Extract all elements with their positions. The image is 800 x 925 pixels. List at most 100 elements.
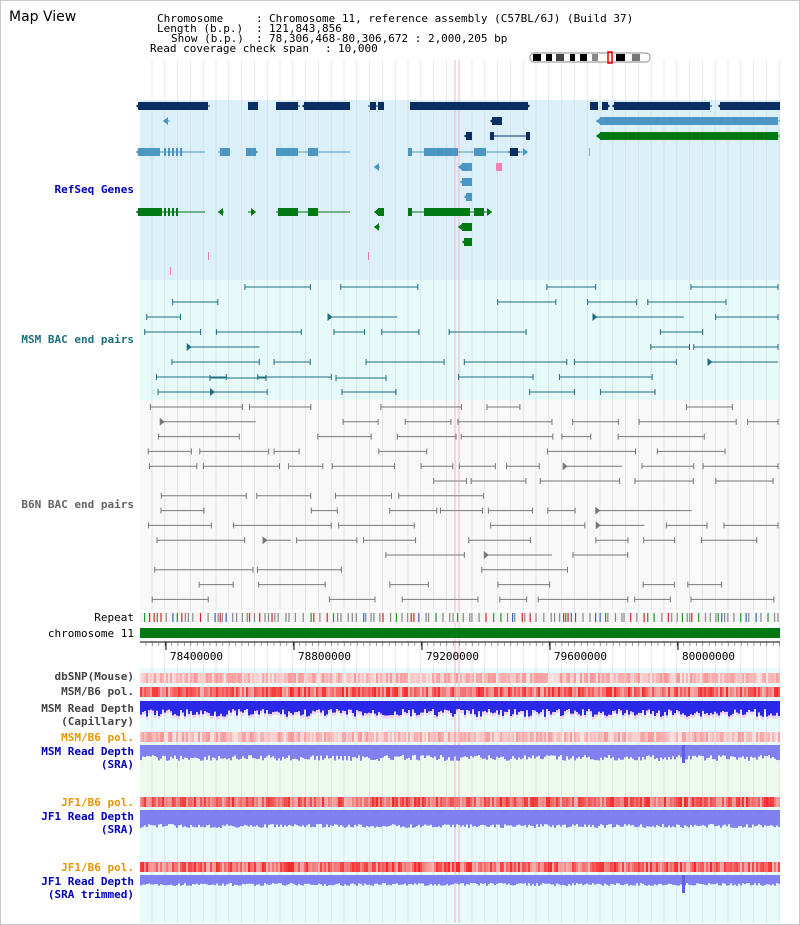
depth-bar (292, 701, 294, 715)
depth-bar (656, 810, 658, 825)
heat-cell (488, 673, 490, 683)
depth-bar-shade (458, 709, 460, 713)
heat-cell (160, 673, 162, 683)
depth-bar (672, 810, 674, 827)
track-label-msm-depth-capillary[interactable]: MSM Read Depth (Capillary) (0, 702, 134, 728)
depth-bar (712, 745, 714, 760)
depth-bar (636, 875, 638, 884)
heat-cell (528, 732, 530, 742)
depth-bar (622, 810, 624, 827)
depth-bar-shade (662, 715, 664, 719)
depth-bar (576, 810, 578, 825)
depth-bar (608, 875, 610, 886)
heat-cell (272, 687, 274, 697)
depth-bar (442, 810, 444, 826)
heat-cell (760, 797, 762, 807)
depth-bar (716, 810, 718, 826)
depth-bar (188, 701, 190, 714)
depth-bar (242, 810, 244, 827)
heat-cell (528, 862, 530, 872)
depth-bar (200, 810, 202, 828)
depth-bar (756, 810, 758, 826)
track-label-jf1-b6-pol-trimmed[interactable]: JF1/B6 pol. (61, 861, 134, 874)
depth-bar-shade (580, 715, 582, 719)
heat-cell (166, 687, 168, 697)
heat-cell (500, 862, 502, 872)
depth-bar (274, 875, 276, 884)
heat-cell (300, 673, 302, 683)
track-label-b6n-bac[interactable]: B6N BAC end pairs (21, 498, 134, 511)
track-label-dbsnp[interactable]: dbSNP(Mouse) (54, 670, 134, 683)
heat-cell (266, 732, 268, 742)
track-label-jf1-depth-trimmed[interactable]: JF1 Read Depth (SRA trimmed) (0, 875, 134, 901)
heat-cell (624, 687, 626, 697)
depth-bar (756, 745, 758, 760)
depth-bar (172, 701, 174, 716)
heat-cell (624, 673, 626, 683)
gene-exon (462, 223, 472, 231)
depth-bar (566, 745, 568, 757)
depth-bar (232, 875, 234, 886)
depth-bar (348, 701, 350, 710)
track-label-jf1-depth[interactable]: JF1 Read Depth (SRA) (0, 810, 134, 836)
heat-cell (280, 797, 282, 807)
heat-cell (370, 732, 372, 742)
track-label-refseq[interactable]: RefSeq Genes (54, 183, 134, 196)
heat-cell (726, 797, 728, 807)
heat-cell (650, 687, 652, 697)
heat-cell (294, 797, 296, 807)
heat-cell (424, 797, 426, 807)
track-label-jf1-b6-pol[interactable]: JF1/B6 pol. (61, 796, 134, 809)
depth-bar (648, 875, 650, 885)
heat-cell (264, 732, 266, 742)
depth-bar (626, 810, 628, 826)
depth-bar (370, 875, 372, 886)
depth-bar (294, 810, 296, 825)
track-label-msm-depth-sra[interactable]: MSM Read Depth (SRA) (0, 745, 134, 771)
depth-bar-shade (610, 714, 612, 718)
heat-cell (736, 673, 738, 683)
track-label-msm-b6-pol-sra[interactable]: MSM/B6 pol. (61, 731, 134, 744)
heat-cell (176, 797, 178, 807)
heat-cell (160, 687, 162, 697)
heat-cell (692, 673, 694, 683)
depth-bar (620, 745, 622, 760)
depth-bar (482, 810, 484, 825)
heat-cell (564, 797, 566, 807)
coverage-value: 10,000 (338, 42, 378, 55)
heat-cell (666, 732, 668, 742)
heat-cell (414, 732, 416, 742)
depth-bar (260, 810, 262, 828)
heat-cell (600, 862, 602, 872)
depth-bar (772, 701, 774, 716)
heat-cell (558, 687, 560, 697)
heat-cell (552, 673, 554, 683)
heat-cell (462, 797, 464, 807)
depth-bar (586, 875, 588, 884)
heat-cell (426, 673, 428, 683)
heat-cell (760, 732, 762, 742)
depth-bar (704, 810, 706, 826)
heat-cell (312, 673, 314, 683)
depth-bar (288, 745, 290, 756)
depth-bar (354, 875, 356, 885)
heat-cell (334, 673, 336, 683)
heat-cell (674, 862, 676, 872)
depth-bar (768, 875, 770, 885)
heat-cell (234, 862, 236, 872)
depth-bar (382, 701, 384, 716)
depth-bar (756, 701, 758, 717)
depth-bar (240, 701, 242, 712)
track-label-msm-bac[interactable]: MSM BAC end pairs (21, 333, 134, 346)
heat-cell (388, 687, 390, 697)
track-label-msm-b6-pol[interactable]: MSM/B6 pol. (61, 685, 134, 698)
heat-cell (466, 732, 468, 742)
heat-cell (494, 687, 496, 697)
depth-bar (596, 875, 598, 884)
heat-cell (408, 732, 410, 742)
gene-exon (180, 148, 182, 156)
depth-bar (736, 745, 738, 760)
heat-cell (602, 797, 604, 807)
heat-cell (406, 732, 408, 742)
